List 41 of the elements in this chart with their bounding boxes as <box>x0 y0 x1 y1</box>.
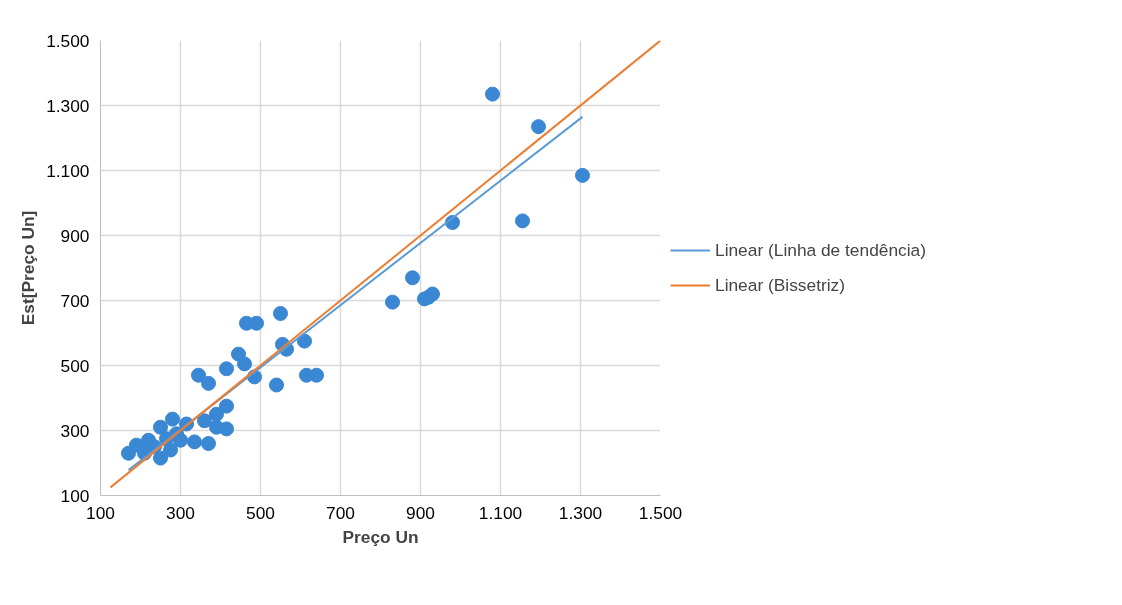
y-axis-title: Est[Preço Un] <box>18 210 39 326</box>
x-axis-title: Preço Un <box>342 526 419 547</box>
y-tick-label: 700 <box>60 290 90 311</box>
point <box>269 377 284 393</box>
point <box>187 434 202 450</box>
y-tick-label: 900 <box>60 225 90 246</box>
legend-label: Linear (Linha de tendência) <box>715 239 926 261</box>
point <box>485 86 500 102</box>
point <box>219 361 234 377</box>
point <box>515 213 530 229</box>
x-tick-label: 1.500 <box>638 502 683 523</box>
x-tick-label: 300 <box>166 502 195 523</box>
point <box>425 286 440 302</box>
point <box>165 411 180 427</box>
point <box>249 315 264 331</box>
y-tick-label: 300 <box>60 420 90 441</box>
point <box>209 419 224 435</box>
point <box>309 367 324 383</box>
point <box>297 333 312 349</box>
point <box>405 270 420 286</box>
x-tick-label: 700 <box>326 502 355 523</box>
point <box>201 436 216 451</box>
x-tick-label: 500 <box>246 502 275 523</box>
point <box>201 375 216 391</box>
y-tick-label: 1.500 <box>46 30 90 51</box>
x-tick-label: 1.300 <box>558 502 603 523</box>
x-tick-label: 1.100 <box>478 502 523 523</box>
y-tick-label: 1.100 <box>46 160 90 181</box>
point <box>531 119 546 135</box>
legend-label: Linear (Bissetriz) <box>715 274 845 296</box>
point <box>273 306 288 321</box>
point <box>197 413 212 429</box>
point <box>575 167 590 183</box>
y-tick-label: 500 <box>60 355 90 376</box>
point <box>191 367 206 383</box>
x-tick-label: 900 <box>406 502 435 523</box>
point <box>237 356 252 372</box>
point <box>153 419 168 435</box>
point <box>385 294 400 310</box>
y-tick-label: 1.300 <box>46 95 90 116</box>
point <box>219 398 234 414</box>
